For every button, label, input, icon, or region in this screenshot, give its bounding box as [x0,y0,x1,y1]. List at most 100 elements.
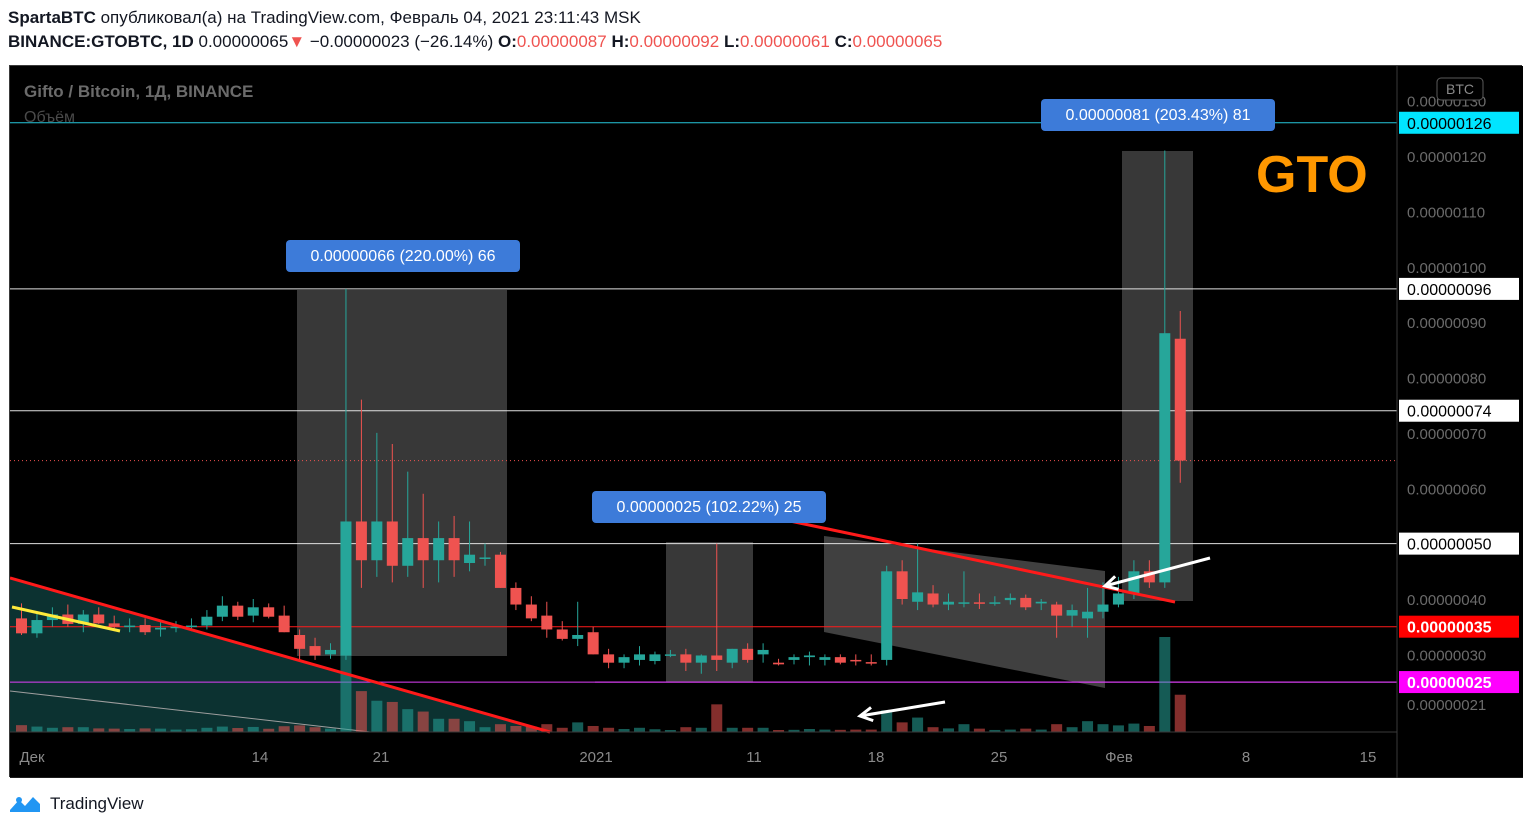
measure-box-1 [297,290,507,656]
candle-down [525,604,537,619]
candle-up [1128,571,1140,594]
volume-bar [1143,725,1155,732]
symbol-label: BINANCE:GTOBTC, 1D [8,32,194,51]
gto-watermark: GTO [1256,146,1368,204]
level-price-tag-5 [1399,671,1519,694]
x-tick-label: 18 [868,749,885,766]
y-tick-label: 0.00000070 [1407,426,1486,443]
volume-bar [572,722,584,732]
chart-panel[interactable]: 0.00000066 (220.00%) 66 0.00000025 (102.2… [9,65,1523,778]
volume-bar [587,725,599,732]
measure-text-3: 0.00000081 (203.43%) 81 [1065,107,1250,124]
candle-up [124,625,136,628]
volume-bar [247,726,259,732]
ohlc-summary: BINANCE:GTOBTC, 1D 0.00000065▼ −0.000000… [8,30,1523,54]
tradingview-logo-icon[interactable] [8,794,42,814]
x-tick-label: 14 [252,749,269,766]
volume-bar [263,728,275,732]
candle-up [170,626,182,629]
volume-bar [464,721,476,732]
candle-down [556,629,568,639]
candle-up [943,601,954,605]
volume-bar [31,726,43,732]
candle-down [108,623,120,627]
candle-down [417,538,429,561]
close-value: 0.00000065 [852,32,943,51]
volume-bar [1097,724,1109,732]
channel-lower-line [10,690,371,733]
breakout-arrow-icon-head [1101,575,1119,591]
y-tick-label: 0.00000120 [1407,149,1486,166]
candle-up [1097,604,1109,612]
volume-bar [1112,725,1124,732]
bottom-arrow-icon-head [856,706,874,723]
breakout-arrow-icon [1104,556,1211,588]
candle-up [618,657,630,663]
measure-label-2 [592,491,826,523]
candle-up [803,655,815,658]
volume-bar [216,726,228,732]
volume-bar [803,728,815,732]
candle-up [1082,611,1094,619]
brand-text[interactable]: TradingView [50,794,144,813]
volume-bar [232,728,244,732]
low-value: 0.00000061 [740,32,830,51]
x-tick-label: 15 [1360,749,1377,766]
yellow-trendline [11,605,121,633]
volume-bar [1051,724,1063,732]
candle-up [371,521,383,561]
volume-bar [201,727,213,732]
volume-bar [433,718,445,732]
open-value: 0.00000087 [516,32,607,51]
volume-bar [680,727,692,732]
x-tick-label: Дек [19,749,45,766]
price-chart[interactable]: 0.00000066 (220.00%) 66 0.00000025 (102.2… [10,66,1523,778]
candle-up [572,634,584,639]
level-price-text-0: 0.00000126 [1407,116,1492,133]
candle-up [1004,597,1016,601]
volume-bar [603,727,615,732]
volume-bar [525,726,537,732]
y-tick-label: 0.00000021 [1407,697,1486,714]
candle-down [742,648,754,660]
volume-bar [1082,721,1094,732]
volume-bar [618,728,630,732]
candle-down [263,607,275,617]
volume-bar [1174,694,1186,732]
y-tick-label: 0.00000100 [1407,260,1486,277]
candle-up [819,657,831,660]
volume-bar [773,730,785,732]
candle-up [912,592,924,602]
downtrend-line [10,576,551,734]
candle-down [93,614,105,624]
level-price-tag-4 [1399,615,1519,638]
level-price-text-1: 0.00000096 [1407,282,1492,299]
volume-bar [124,728,136,732]
candle-down [355,521,367,561]
candle-up [1112,593,1124,605]
candle-up [479,557,491,559]
volume-bar [1004,729,1016,732]
publish-info: SpartaBTC опубликовал(а) на TradingView.… [8,6,1523,30]
chart-header: SpartaBTC опубликовал(а) на TradingView.… [8,6,1523,58]
volume-bar [170,729,182,732]
volume-bar [371,700,383,732]
volume-bar [494,724,506,732]
footer: TradingView [8,790,144,818]
candle-down [587,632,599,655]
candle-up [881,571,893,660]
candle-up [247,607,259,616]
volume-bar [1035,729,1047,732]
candle-up [402,538,414,566]
volume-bar [325,728,336,732]
published-text: опубликовал(а) на TradingView.com, Февра… [100,8,641,27]
volume-bar [355,691,367,732]
y-tick-label: 0.00000040 [1407,592,1486,609]
volume-bar [1020,728,1032,732]
measure-label-3 [1041,99,1275,131]
low-label: L: [723,32,740,51]
author-name[interactable]: SpartaBTC [8,8,96,27]
candle-down [1143,571,1155,583]
x-tick-label: 8 [1242,749,1250,766]
volume-bar [958,724,970,732]
